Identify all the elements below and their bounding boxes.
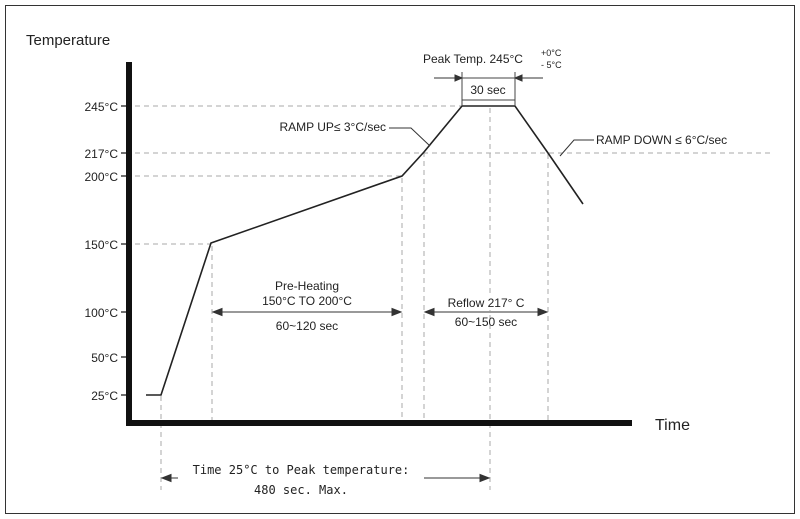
reflow-arrow	[423, 307, 549, 317]
y-tick-label: 217°C	[85, 147, 119, 161]
horizontal-guides	[126, 105, 770, 245]
preheat-time: 60~120 sec	[276, 319, 338, 333]
x-axis-title: Time	[655, 417, 690, 434]
y-axis	[126, 62, 132, 426]
profile-curve	[146, 105, 584, 396]
diagram-frame	[5, 5, 795, 514]
ramp-up-leader	[389, 127, 431, 147]
total-time-arrow	[160, 473, 491, 483]
peak-temp-label: Peak Temp. 245°C	[423, 52, 523, 66]
ramp-up-label: RAMP UP≤ 3°C/sec	[279, 120, 386, 134]
total-time-line2: 480 sec. Max.	[254, 483, 348, 497]
y-tick-label: 100°C	[85, 306, 119, 320]
peak-duration-arrows	[434, 74, 543, 82]
x-axis	[126, 420, 632, 426]
reflow-time: 60~150 sec	[455, 315, 517, 329]
ramp-down-leader	[559, 139, 594, 157]
preheat-arrow	[211, 307, 403, 317]
reflow-title: Reflow 217° C	[448, 296, 525, 310]
peak-duration-box	[461, 77, 516, 101]
peak-tol-plus: +0°C	[541, 48, 562, 58]
y-tick-marks	[121, 105, 126, 396]
preheat-title: Pre-Heating	[275, 279, 339, 293]
y-axis-title: Temperature	[26, 32, 110, 49]
y-tick-label: 25°C	[91, 389, 118, 403]
preheat-range: 150°C TO 200°C	[262, 294, 352, 308]
peak-tol-minus: - 5°C	[541, 60, 562, 70]
total-time-line1: Time 25°C to Peak temperature:	[193, 463, 410, 477]
y-tick-label: 50°C	[91, 351, 118, 365]
peak-duration-label: 30 sec	[470, 83, 505, 97]
y-tick-label: 245°C	[85, 100, 119, 114]
reflow-title-bg	[436, 296, 536, 310]
ramp-down-label: RAMP DOWN ≤ 6°C/sec	[596, 133, 727, 147]
y-tick-label: 200°C	[85, 170, 119, 184]
y-tick-label: 150°C	[85, 238, 119, 252]
